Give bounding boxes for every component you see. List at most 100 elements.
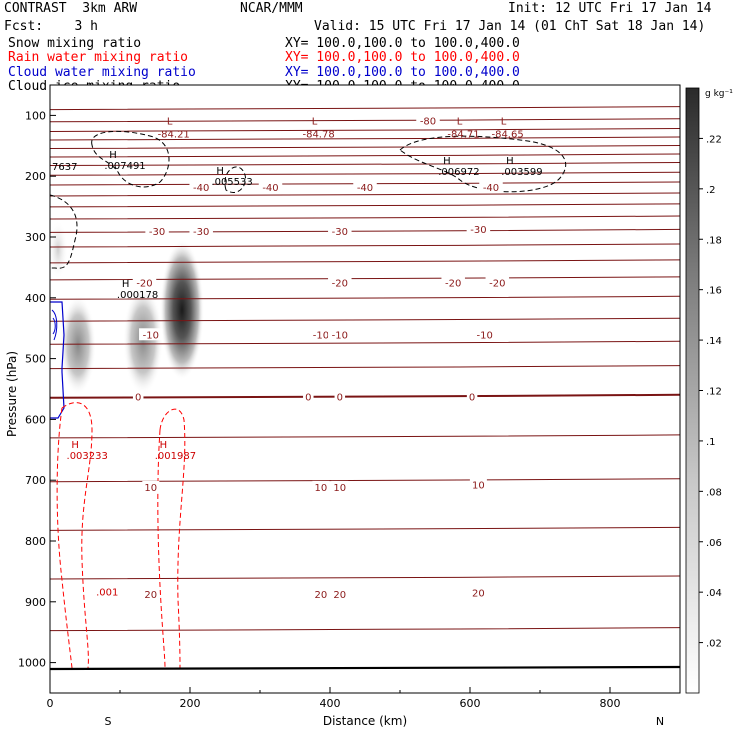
isotherm-label-bg <box>334 390 346 403</box>
isotherm-label-bg <box>142 587 160 600</box>
isotherm-label-bg <box>353 181 377 194</box>
high-marker: H <box>216 166 224 177</box>
isotherm-label: -30 <box>149 227 165 238</box>
isotherm-label-bg <box>469 478 487 491</box>
snow-blob-edge <box>50 220 68 280</box>
header-model: CONTRAST 3km ARW <box>4 1 138 16</box>
header-center: NCAR/MMM <box>240 1 303 16</box>
colorbar-tick-label: .2 <box>706 185 716 196</box>
high-marker: H <box>506 156 514 167</box>
isotherm-label-bg <box>189 224 213 237</box>
isotherm-label: -40 <box>193 183 209 194</box>
low-marker: L <box>167 117 173 128</box>
x-axis-title: Distance (km) <box>323 714 407 728</box>
high-value: .003233 <box>67 451 108 462</box>
isotherm-label: -20 <box>136 279 152 290</box>
y-tick-label: 200 <box>25 170 46 183</box>
surface-line <box>49 665 681 671</box>
isotherm-label: -30 <box>193 227 209 238</box>
isotherm-label-bg <box>485 276 510 289</box>
isotherm-label-bg <box>145 224 169 237</box>
colorbar-tick-label: .14 <box>706 336 722 347</box>
high-marker: H <box>443 156 451 167</box>
field-snow-name: Snow mixing ratio <box>8 36 142 51</box>
y-tick-label: 600 <box>25 413 46 426</box>
y-tick-label: 300 <box>25 231 46 244</box>
cloud-water-inner-2 <box>52 317 56 335</box>
high-value: .005533 <box>211 177 252 188</box>
isotherm-label: -20 <box>445 279 461 290</box>
header-init: Init: 12 UTC Fri 17 Jan 14 <box>508 1 712 16</box>
isotherm-label: 10 <box>333 483 346 494</box>
isotherm-label: -80 <box>420 116 436 127</box>
isotherm-label-bg <box>142 480 160 493</box>
colorbar-unit: g kg⁻¹ <box>705 89 733 99</box>
isotherm-label-bg <box>312 587 330 600</box>
colorbar-tick-label: .12 <box>706 387 722 398</box>
colorbar-tick-label: .04 <box>706 588 722 599</box>
high-value: .001987 <box>155 451 196 462</box>
rain-contour-2 <box>157 408 186 669</box>
cloud-ice-contour-4 <box>50 194 78 269</box>
field-cloudwater-name: Cloud water mixing ratio <box>8 65 196 80</box>
header-fcst: Fcst: 3 h <box>4 19 98 34</box>
snow-blob-main <box>160 240 204 380</box>
colorbar-tick-label: .18 <box>706 235 722 246</box>
isotherm-label-bg <box>479 181 503 194</box>
field-cloudwater-xy: XY= 100.0,100.0 to 100.0,400.0 <box>285 65 520 80</box>
isotherm-label: 20 <box>333 590 346 601</box>
high-marker: H <box>122 279 130 290</box>
isotherm-label-bg <box>132 276 157 289</box>
contour-labels: -80-80-40-40-40-40-30-30-30-30-20-20-20-… <box>52 114 543 601</box>
y-tick-label: 800 <box>25 535 46 548</box>
colorbar-tick-label: .08 <box>706 487 722 498</box>
colorbar <box>685 87 700 694</box>
isotherm-label: 10 <box>144 483 157 494</box>
isotherm-label: 0 <box>337 392 343 403</box>
high-marker: H <box>109 150 117 161</box>
x-tick-label: 0 <box>47 697 54 710</box>
isotherm-label-bg <box>466 390 478 403</box>
low-value: -84.78 <box>302 130 334 141</box>
high-value: .003599 <box>501 167 542 178</box>
x-tick-label: 800 <box>600 697 621 710</box>
x-end-label-left: S <box>105 715 112 728</box>
high-marker: H <box>160 440 168 451</box>
axes: 0 200 400 600 800100200300400500600700800900… <box>5 109 664 728</box>
isotherm-label-bg <box>469 586 487 599</box>
isotherm-label-bg <box>472 328 497 341</box>
high-value: .007491 <box>104 161 145 172</box>
isotherm-label: -40 <box>262 183 278 194</box>
colorbar-tick-label: .02 <box>706 639 722 650</box>
isotherm-label: -40 <box>357 183 373 194</box>
x-tick-label: 600 <box>460 697 481 710</box>
x-tick-label: 400 <box>320 697 341 710</box>
low-value: -84.65 <box>491 130 523 141</box>
header-valid: Valid: 15 UTC Fri 17 Jan 14 (01 ChT Sat … <box>314 19 706 34</box>
contour-value-label: 7637 <box>52 162 77 173</box>
colorbar-ticks: .22 .2 .18 .16 .14 .12 .1 .08 .06 .04 .02 <box>699 134 722 650</box>
isotherm-label-bg <box>331 587 349 600</box>
field-rain-xy: XY= 100.0,100.0 to 100.0,400.0 <box>285 50 520 65</box>
isotherm-label-bg <box>328 276 352 289</box>
low-marker: L <box>457 117 463 128</box>
isotherm-label-bg <box>466 223 491 236</box>
y-tick-label: 400 <box>25 292 46 305</box>
isotherm-label: -10 <box>313 330 329 341</box>
y-axis-title: Pressure (hPa) <box>5 351 19 437</box>
isotherm-label: -10 <box>143 330 159 341</box>
isotherm-label-bg <box>139 328 163 341</box>
isotherm-label: -10 <box>332 330 348 341</box>
isotherm-label-bg <box>328 328 352 341</box>
rain-contour-1 <box>56 402 93 669</box>
cloud-ice-contour-3 <box>399 135 567 193</box>
isotherm-label: -20 <box>489 279 505 290</box>
isotherm-label-bg <box>303 390 314 403</box>
y-tick-label: 500 <box>25 353 46 366</box>
low-value: -84.21 <box>158 130 190 141</box>
isotherm-label: 20 <box>315 590 328 601</box>
low-marker: L <box>501 117 507 128</box>
isotherm-label: 20 <box>144 590 157 601</box>
isotherm-label: -10 <box>477 330 493 341</box>
y-tick-label: 700 <box>25 474 46 487</box>
